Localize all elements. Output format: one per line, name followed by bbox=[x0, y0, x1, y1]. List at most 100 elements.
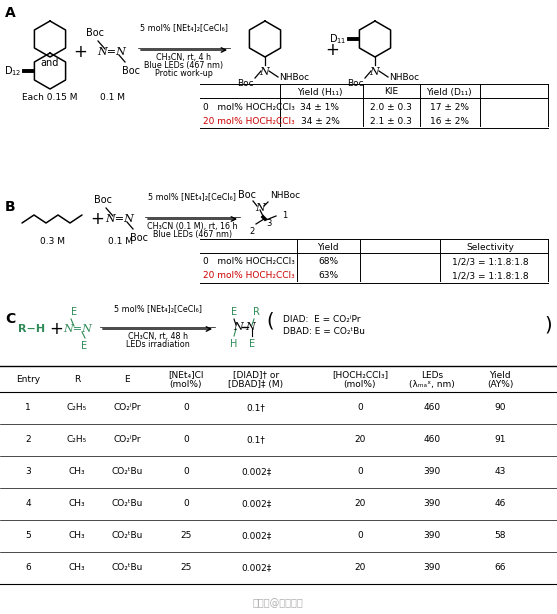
Text: Yield (H₁₁): Yield (H₁₁) bbox=[297, 88, 343, 96]
Text: R: R bbox=[74, 375, 80, 384]
Text: 16 ± 2%: 16 ± 2% bbox=[429, 117, 468, 125]
Text: (: ( bbox=[266, 311, 273, 330]
Text: 5 mol% [NEt₄]₂[CeCl₆]: 5 mol% [NEt₄]₂[CeCl₆] bbox=[114, 304, 202, 313]
Text: [HOCH₂CCl₃]: [HOCH₂CCl₃] bbox=[332, 370, 388, 379]
Text: 1: 1 bbox=[25, 403, 31, 413]
Text: Boc: Boc bbox=[238, 190, 256, 200]
Text: (mol%): (mol%) bbox=[170, 379, 202, 389]
Text: R−H: R−H bbox=[18, 324, 46, 334]
Text: +: + bbox=[49, 320, 63, 338]
Text: +: + bbox=[73, 43, 87, 61]
Text: 34 ± 2%: 34 ± 2% bbox=[301, 117, 339, 125]
Text: [DBAD]‡ (M): [DBAD]‡ (M) bbox=[228, 379, 284, 389]
Text: CH₃: CH₃ bbox=[69, 532, 85, 540]
Text: CO₂ⁱPr: CO₂ⁱPr bbox=[113, 435, 141, 445]
Text: 1: 1 bbox=[282, 211, 287, 219]
Text: Selectivity: Selectivity bbox=[466, 243, 514, 252]
Text: E: E bbox=[231, 307, 237, 317]
Text: CH₃CN, rt, 48 h: CH₃CN, rt, 48 h bbox=[128, 332, 188, 341]
Text: 20: 20 bbox=[354, 564, 366, 572]
Text: (λₘₐˣ, nm): (λₘₐˣ, nm) bbox=[409, 379, 455, 389]
Text: Yield: Yield bbox=[317, 243, 339, 252]
Text: NHBoc: NHBoc bbox=[389, 72, 419, 82]
Text: H: H bbox=[230, 339, 238, 349]
Text: 0.002‡: 0.002‡ bbox=[241, 467, 271, 476]
Text: 0: 0 bbox=[183, 500, 189, 508]
Text: 460: 460 bbox=[423, 435, 441, 445]
Text: Boc: Boc bbox=[237, 79, 254, 88]
Text: 0.1†: 0.1† bbox=[247, 403, 266, 413]
Text: 43: 43 bbox=[494, 467, 506, 476]
Text: 390: 390 bbox=[423, 564, 441, 572]
Text: N=N: N=N bbox=[97, 47, 126, 57]
Text: 20: 20 bbox=[354, 435, 366, 445]
Text: Blue LEDs (467 nm): Blue LEDs (467 nm) bbox=[144, 61, 223, 70]
Text: CO₂ᵗBu: CO₂ᵗBu bbox=[111, 500, 143, 508]
Text: Each 0.15 M: Each 0.15 M bbox=[22, 93, 78, 102]
Text: 46: 46 bbox=[494, 500, 506, 508]
Text: Yield (D₁₁): Yield (D₁₁) bbox=[426, 88, 472, 96]
Text: (AY%): (AY%) bbox=[487, 379, 513, 389]
Text: 0.3 M: 0.3 M bbox=[40, 237, 65, 246]
Text: 17 ± 2%: 17 ± 2% bbox=[429, 103, 468, 112]
Text: 5 mol% [NEt₄]₂[CeCl₆]: 5 mol% [NEt₄]₂[CeCl₆] bbox=[149, 192, 237, 201]
Text: CH₃: CH₃ bbox=[69, 564, 85, 572]
Text: C₂H₅: C₂H₅ bbox=[67, 435, 87, 445]
Text: Boc: Boc bbox=[86, 28, 104, 38]
Text: N: N bbox=[233, 322, 243, 332]
Text: 5 mol% [NEt₄]₂[CeCl₆]: 5 mol% [NEt₄]₂[CeCl₆] bbox=[140, 23, 228, 32]
Text: NHBoc: NHBoc bbox=[270, 191, 300, 200]
Text: E: E bbox=[249, 339, 255, 349]
Text: 搜狐号@研之成理: 搜狐号@研之成理 bbox=[253, 598, 304, 608]
Text: DIAD:  E = CO₂ⁱPr: DIAD: E = CO₂ⁱPr bbox=[283, 314, 360, 324]
Text: 58: 58 bbox=[494, 532, 506, 540]
Text: N: N bbox=[259, 67, 269, 77]
Text: 20: 20 bbox=[354, 500, 366, 508]
Text: N=N: N=N bbox=[63, 324, 92, 334]
Text: 2.1 ± 0.3: 2.1 ± 0.3 bbox=[370, 117, 412, 125]
Text: Blue LEDs (467 nm): Blue LEDs (467 nm) bbox=[153, 230, 232, 239]
Text: 2.0 ± 0.3: 2.0 ± 0.3 bbox=[370, 103, 412, 112]
Text: E: E bbox=[81, 341, 87, 351]
Text: 0: 0 bbox=[357, 403, 363, 413]
Text: +: + bbox=[90, 210, 104, 228]
Text: 0: 0 bbox=[357, 467, 363, 476]
Text: 0   mol% HOCH₂CCl₃: 0 mol% HOCH₂CCl₃ bbox=[203, 103, 295, 112]
Text: CH₃: CH₃ bbox=[69, 500, 85, 508]
Text: 68%: 68% bbox=[318, 257, 338, 266]
Text: [NEt₄]Cl: [NEt₄]Cl bbox=[168, 370, 204, 379]
Text: 0: 0 bbox=[183, 467, 189, 476]
Text: A: A bbox=[5, 6, 16, 20]
Text: and: and bbox=[41, 58, 59, 68]
Text: 20 mol% HOCH₂CCl₃: 20 mol% HOCH₂CCl₃ bbox=[203, 117, 295, 125]
Text: (mol%): (mol%) bbox=[344, 379, 376, 389]
Text: 91: 91 bbox=[494, 435, 506, 445]
Text: CO₂ᵗBu: CO₂ᵗBu bbox=[111, 564, 143, 572]
Text: 0.002‡: 0.002‡ bbox=[241, 532, 271, 540]
Text: CH₃: CH₃ bbox=[69, 467, 85, 476]
Text: B: B bbox=[5, 200, 16, 214]
Text: 0.002‡: 0.002‡ bbox=[241, 500, 271, 508]
Text: 460: 460 bbox=[423, 403, 441, 413]
Text: 0   mol% HOCH₂CCl₃: 0 mol% HOCH₂CCl₃ bbox=[203, 257, 295, 266]
Text: 0.1 M: 0.1 M bbox=[108, 237, 133, 246]
Text: 0.002‡: 0.002‡ bbox=[241, 564, 271, 572]
Text: Entry: Entry bbox=[16, 375, 40, 384]
Text: 0: 0 bbox=[183, 435, 189, 445]
Text: ): ) bbox=[544, 316, 552, 335]
Text: D$_{11}$: D$_{11}$ bbox=[329, 32, 347, 46]
Text: Yield: Yield bbox=[489, 370, 511, 379]
Text: R: R bbox=[252, 307, 260, 317]
Text: LEDs irradiation: LEDs irradiation bbox=[126, 340, 189, 349]
Text: N: N bbox=[245, 322, 255, 332]
Text: 34 ± 1%: 34 ± 1% bbox=[300, 103, 340, 112]
Text: 6: 6 bbox=[25, 564, 31, 572]
Text: 25: 25 bbox=[180, 564, 192, 572]
Text: 3: 3 bbox=[266, 219, 271, 228]
Text: N: N bbox=[255, 203, 265, 213]
Text: CH₃CN (0.1 M), rt, 16 h: CH₃CN (0.1 M), rt, 16 h bbox=[147, 222, 238, 231]
Text: E: E bbox=[124, 375, 130, 384]
Text: CO₂ⁱPr: CO₂ⁱPr bbox=[113, 403, 141, 413]
Text: NHBoc: NHBoc bbox=[279, 72, 309, 82]
Text: CH₃CN, rt, 4 h: CH₃CN, rt, 4 h bbox=[157, 53, 212, 62]
